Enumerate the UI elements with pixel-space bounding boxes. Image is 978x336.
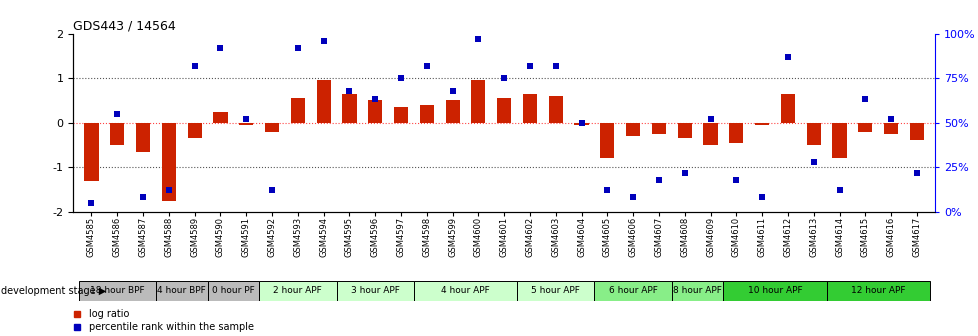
Bar xyxy=(470,80,485,123)
Bar xyxy=(723,281,825,301)
Bar xyxy=(625,123,640,136)
Text: 8 hour APF: 8 hour APF xyxy=(673,286,722,295)
Bar xyxy=(414,281,516,301)
Bar xyxy=(136,123,150,152)
Text: 4 hour BPF: 4 hour BPF xyxy=(157,286,206,295)
Text: percentile rank within the sample: percentile rank within the sample xyxy=(89,322,254,332)
Bar xyxy=(368,100,382,123)
Text: 18 hour BPF: 18 hour BPF xyxy=(90,286,145,295)
Bar xyxy=(703,123,717,145)
Text: 10 hour APF: 10 hour APF xyxy=(747,286,802,295)
Bar xyxy=(78,281,156,301)
Text: 2 hour APF: 2 hour APF xyxy=(273,286,322,295)
Bar xyxy=(239,123,253,125)
Bar xyxy=(265,123,279,131)
Bar xyxy=(213,112,227,123)
Text: log ratio: log ratio xyxy=(89,309,129,319)
Bar xyxy=(342,94,356,123)
Bar xyxy=(111,123,124,145)
Bar xyxy=(497,98,511,123)
Bar xyxy=(445,100,460,123)
Bar xyxy=(207,281,259,301)
Text: GDS443 / 14564: GDS443 / 14564 xyxy=(73,19,176,33)
Text: 4 hour APF: 4 hour APF xyxy=(441,286,489,295)
Text: 3 hour APF: 3 hour APF xyxy=(350,286,399,295)
Bar xyxy=(729,123,742,143)
Bar xyxy=(754,123,769,125)
Bar xyxy=(780,94,794,123)
Bar xyxy=(516,281,594,301)
Bar xyxy=(651,123,665,134)
Bar xyxy=(156,281,207,301)
Bar xyxy=(188,123,201,138)
Bar xyxy=(909,123,923,140)
Bar xyxy=(600,123,614,158)
Bar xyxy=(883,123,897,134)
Bar xyxy=(420,105,433,123)
Bar xyxy=(677,123,691,138)
Text: 0 hour PF: 0 hour PF xyxy=(212,286,254,295)
Text: 5 hour APF: 5 hour APF xyxy=(531,286,580,295)
Text: development stage ▶: development stage ▶ xyxy=(1,286,107,296)
Bar xyxy=(316,80,331,123)
Bar xyxy=(393,107,408,123)
Text: 6 hour APF: 6 hour APF xyxy=(608,286,657,295)
Bar xyxy=(806,123,820,145)
Bar xyxy=(336,281,414,301)
Bar xyxy=(259,281,336,301)
Bar xyxy=(548,96,562,123)
Bar xyxy=(671,281,723,301)
Bar xyxy=(161,123,176,201)
Bar xyxy=(574,123,588,125)
Bar xyxy=(290,98,304,123)
Text: 12 hour APF: 12 hour APF xyxy=(850,286,905,295)
Bar xyxy=(84,123,99,180)
Bar xyxy=(594,281,671,301)
Bar xyxy=(831,123,846,158)
Bar xyxy=(858,123,871,131)
Bar xyxy=(522,94,537,123)
Bar xyxy=(825,281,929,301)
